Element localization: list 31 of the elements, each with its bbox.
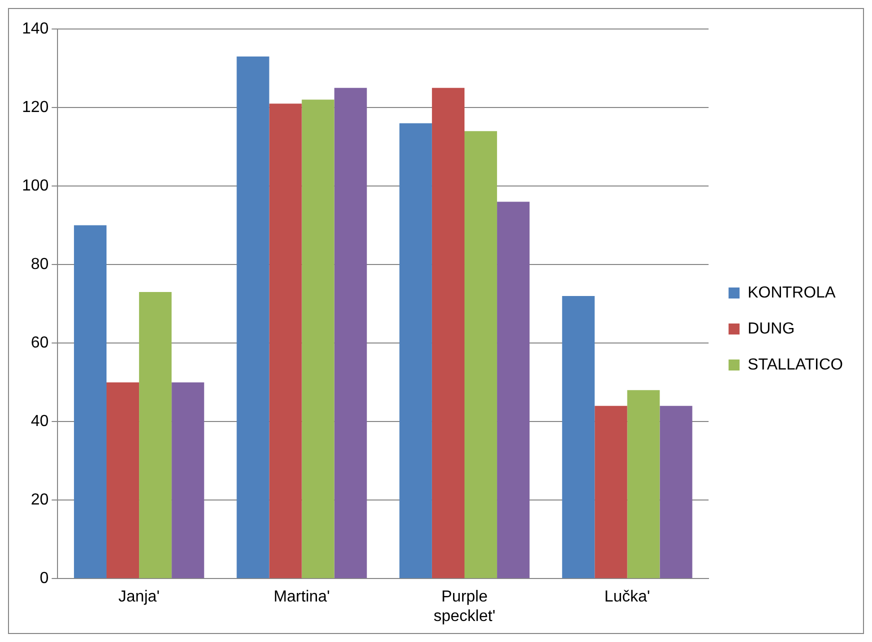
x-tick-label: Lučka' — [604, 588, 650, 606]
y-tick-label: 120 — [22, 98, 49, 116]
x-tick-label: Janja' — [118, 588, 160, 606]
y-tick-label: 20 — [30, 491, 49, 508]
x-tick-label: Purple specklet' — [434, 588, 496, 625]
bar — [139, 292, 172, 578]
bar — [660, 406, 692, 578]
legend-label: KONTROLA — [748, 284, 836, 302]
bar — [236, 56, 270, 578]
legend-label: STALLATICO — [748, 356, 844, 374]
bar — [464, 131, 498, 578]
x-tick-label: Martina' — [274, 588, 330, 606]
bar — [334, 88, 367, 578]
bar — [172, 382, 204, 578]
legend-label: DUNG — [748, 320, 795, 338]
bar — [106, 382, 140, 578]
y-tick-label: 0 — [40, 570, 49, 588]
bar — [562, 296, 595, 578]
y-tick-label: 60 — [30, 334, 49, 352]
y-tick-label: 40 — [30, 412, 49, 430]
bar — [497, 202, 530, 578]
bar — [594, 406, 628, 578]
bar — [432, 88, 464, 578]
y-tick-label: 100 — [22, 177, 49, 194]
bar — [399, 123, 432, 578]
bar — [269, 104, 302, 578]
bar — [74, 225, 107, 578]
bar — [627, 390, 660, 578]
bar — [302, 100, 334, 578]
y-tick-label: 140 — [22, 20, 49, 38]
y-tick-label: 80 — [30, 256, 49, 273]
